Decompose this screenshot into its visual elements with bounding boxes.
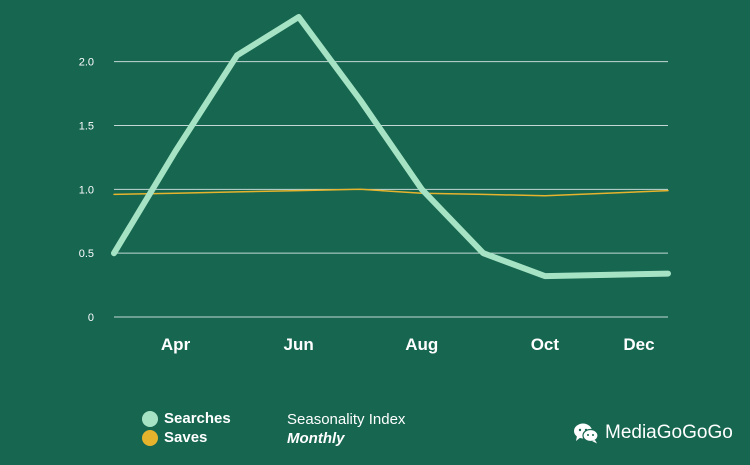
y-tick-label: 0.5 (79, 248, 94, 260)
y-tick-labels: 0 0.5 1.0 1.5 2.0 (79, 57, 94, 324)
x-tick-label: Apr (161, 335, 191, 354)
series-line-searches (111, 14, 671, 280)
y-tick-label: 1.0 (79, 184, 94, 196)
x-tick-labels: Apr Jun Aug Oct Dec (161, 335, 655, 354)
y-tick-label: 2.0 (79, 57, 94, 69)
legend-item-saves: Saves (142, 428, 231, 447)
y-tick-label: 0 (88, 312, 94, 324)
legend-label-saves: Saves (164, 429, 208, 446)
brand-watermark: MediaGoGoGo (573, 422, 733, 444)
legend-item-searches: Searches (142, 409, 231, 428)
x-tick-label: Aug (405, 335, 438, 354)
caption-title: Seasonality Index (287, 411, 406, 428)
legend: Searches Saves (142, 409, 231, 447)
series-line-saves (113, 188, 669, 197)
brand-text: MediaGoGoGo (605, 422, 733, 443)
chart-caption: Seasonality Index Monthly (287, 410, 405, 448)
series-lines (111, 14, 671, 280)
wechat-icon (574, 423, 599, 444)
legend-dot-searches (142, 410, 158, 427)
legend-dot-saves (142, 429, 158, 446)
grid-lines (114, 61, 668, 318)
x-tick-label: Dec (623, 335, 654, 354)
caption-subtitle: Monthly (287, 430, 345, 447)
y-tick-label: 1.5 (79, 121, 94, 133)
legend-label-searches: Searches (164, 410, 231, 427)
x-tick-label: Oct (531, 335, 560, 354)
x-tick-label: Jun (284, 335, 314, 354)
